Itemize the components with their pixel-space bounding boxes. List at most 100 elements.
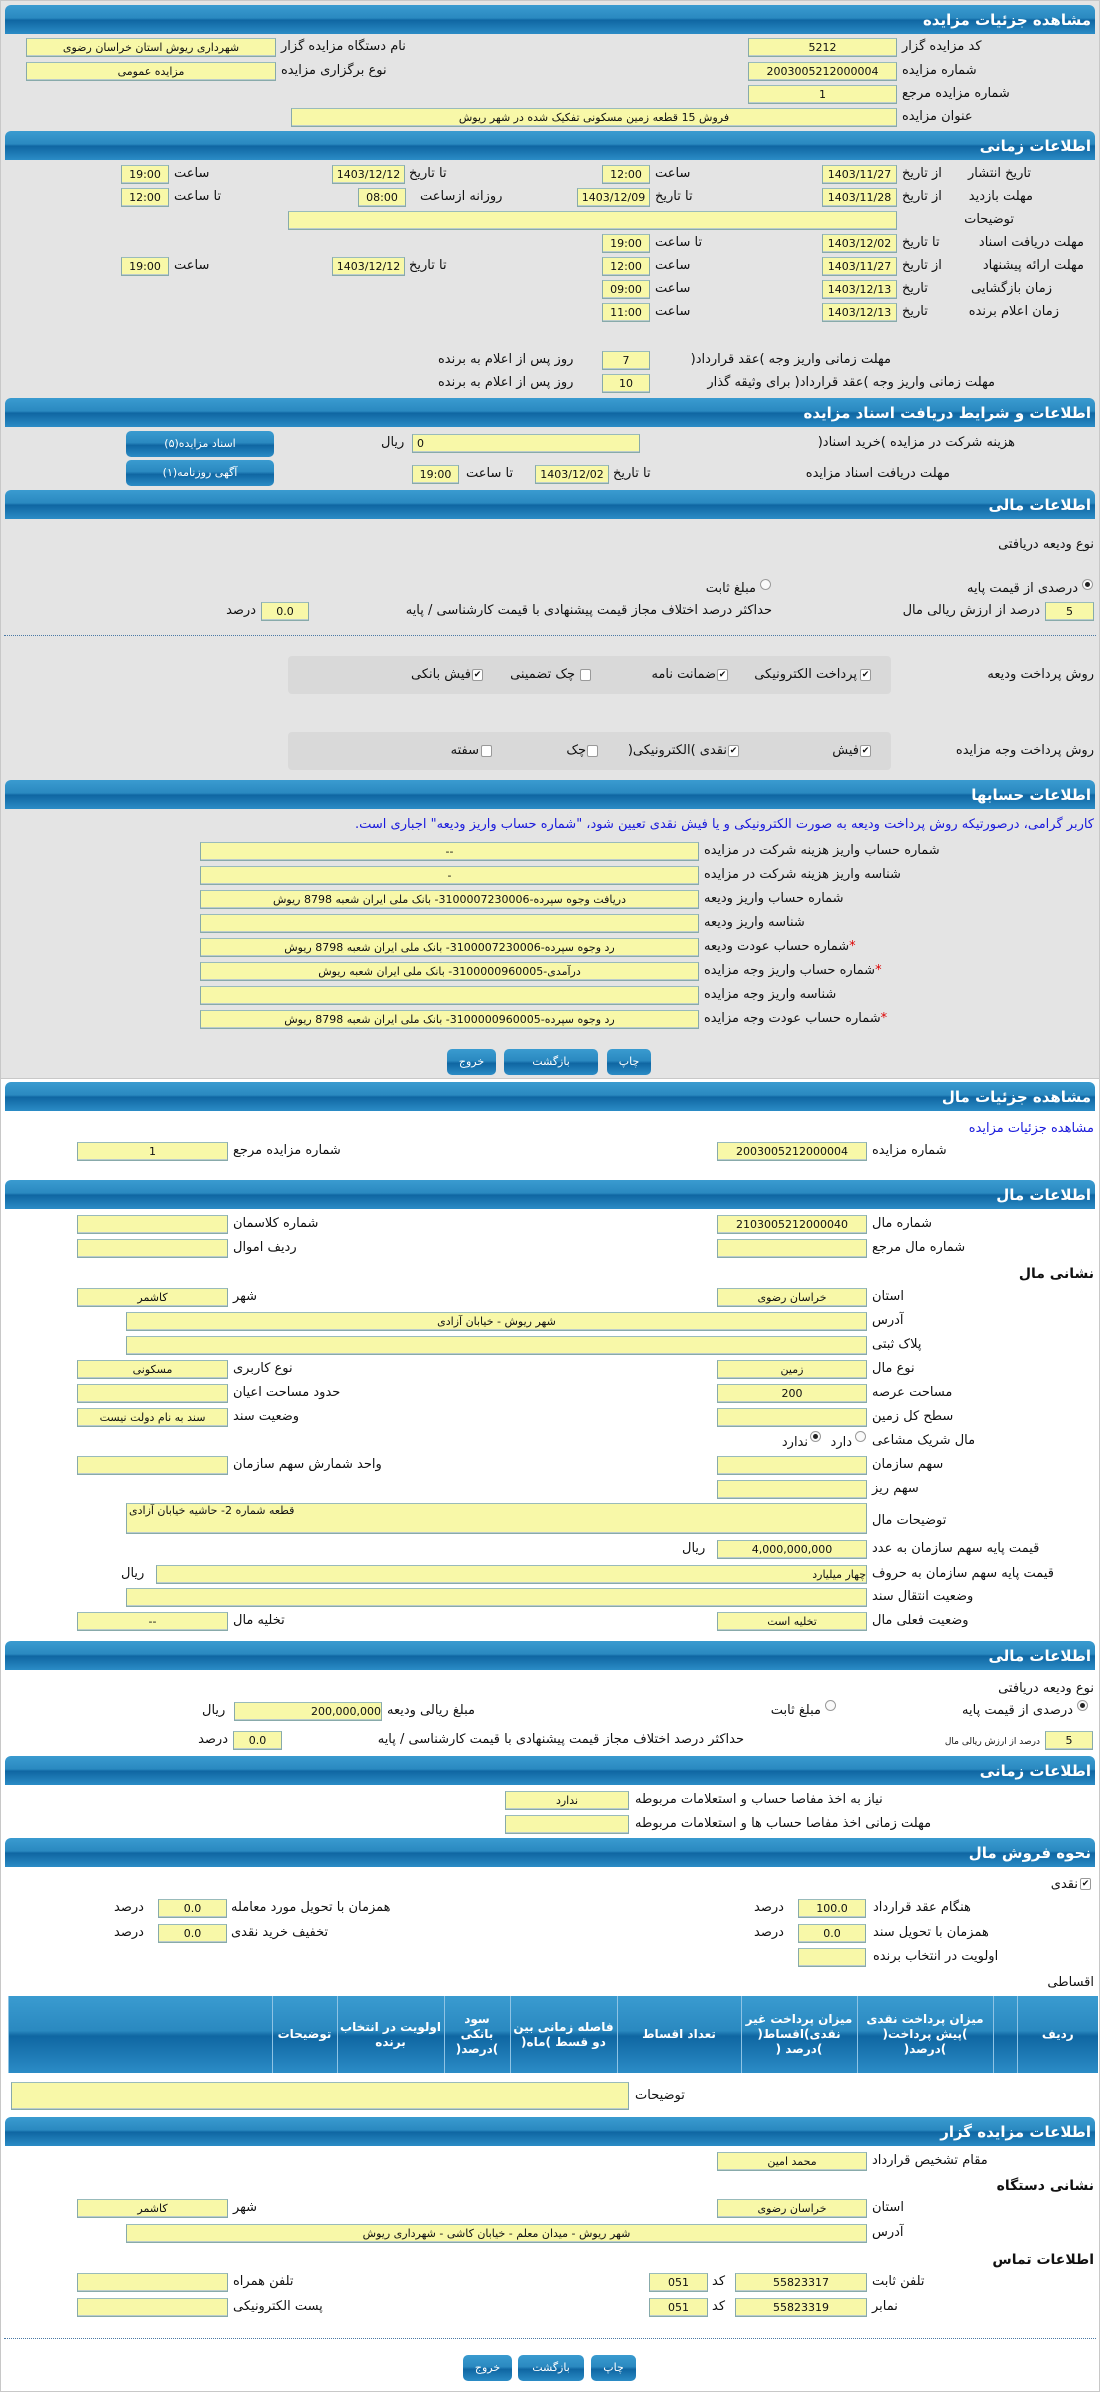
account-field[interactable]: -- [200,842,699,861]
city-field[interactable]: کاشمر [77,1288,228,1307]
total-area-field[interactable] [717,1408,867,1427]
auction-subject-field[interactable]: فروش 15 قطعه زمین مسکونی تفکیک شده در شه… [291,108,897,127]
pay-deadline-field[interactable]: 7 [602,351,650,370]
doc-deadline-date[interactable]: 1403/12/02 [535,465,609,484]
priority-field[interactable] [798,1948,866,1967]
phone-code-field[interactable]: 051 [649,2273,708,2292]
account-field[interactable]: رد وجوه سپرده-3100000960005- بانک ملی ای… [200,1010,699,1029]
newspaper-ad-button[interactable]: آگهی روزنامه(۱) [126,460,274,486]
item-number-field[interactable]: 2103005212000040 [717,1215,867,1234]
deposit-amount-field[interactable]: 200,000,000 [234,1702,382,1721]
area-field[interactable]: 200 [717,1384,867,1403]
print-button-bottom[interactable]: چاپ [591,2355,636,2381]
visit-to-date[interactable]: 1403/12/09 [577,188,650,207]
visit-to-time[interactable]: 12:00 [121,188,169,207]
cash-checkbox[interactable]: ✔ [1080,1878,1091,1890]
offer-to-date[interactable]: 1403/12/12 [332,257,405,276]
item-percent-field[interactable]: 5 [1045,1731,1093,1750]
publish-from-time[interactable]: 12:00 [602,165,650,184]
auction-number-field[interactable]: 2003005212000004 [748,62,897,81]
account-field[interactable] [200,986,699,1005]
item-auction-ref-field[interactable]: 1 [77,1142,228,1161]
email-field[interactable] [77,2298,228,2317]
docs-to-time[interactable]: 19:00 [602,234,650,253]
clearance-field[interactable]: ندارد [505,1791,629,1810]
share-unit-field[interactable] [77,1456,228,1475]
account-field[interactable]: - [200,866,699,885]
account-field[interactable]: درآمدی-3100000960005- بانک ملی ایران شعب… [200,962,699,981]
opening-time[interactable]: 09:00 [602,280,650,299]
max-diff-field[interactable]: 0.0 [261,602,309,621]
usage-field[interactable]: مسکونی [77,1360,228,1379]
percent-radio[interactable] [1082,579,1093,590]
item-fixed-radio[interactable] [825,1700,836,1711]
deposit-method-checkbox-guarantee[interactable]: ✔ [717,669,728,681]
authority-field[interactable]: محمد امین [717,2152,867,2171]
auction-type-field[interactable]: مزایده عمومی [26,62,276,81]
account-field[interactable]: دریافت وجوه سپرده-3100007230006- بانک مل… [200,890,699,909]
item-address-field[interactable]: شهر ریوش - خیابان آزادی [126,1312,867,1331]
auction-details-link[interactable]: مشاهده جزئیات مزایده [968,1121,1094,1136]
item-max-diff-field[interactable]: 0.0 [233,1731,282,1750]
cash-discount-field[interactable]: 0.0 [158,1924,227,1943]
item-status-field[interactable]: تخلیه است [717,1612,867,1631]
account-field[interactable] [200,914,699,933]
back-button[interactable]: بازگشت [504,1049,598,1075]
offer-to-time[interactable]: 19:00 [121,257,169,276]
classman-field[interactable] [77,1215,228,1234]
org-share-field[interactable] [717,1456,867,1475]
on-contract-field[interactable]: 100.0 [798,1899,866,1918]
exit-button-bottom[interactable]: خروج [463,2355,512,2381]
publish-to-date[interactable]: 1403/12/12 [332,165,405,184]
payment-method-checkbox-check[interactable] [587,745,598,757]
small-share-field[interactable] [717,1480,867,1499]
payment-method-checkbox-cash[interactable]: ✔ [728,745,739,757]
plaque-field[interactable] [126,1336,867,1355]
phone-field[interactable]: 55823317 [735,2273,867,2292]
opening-date[interactable]: 1403/12/13 [822,280,897,299]
deposit-method-checkbox-check[interactable] [580,669,591,681]
offer-from-date[interactable]: 1403/11/27 [822,257,897,276]
fixed-radio[interactable] [760,579,771,590]
auction-ref-field[interactable]: 1 [748,85,897,104]
organizer-name-field[interactable]: شهرداری ریوش استان خراسان رضوی [26,38,276,57]
clearance-deadline-field[interactable] [505,1815,629,1834]
base-price-field[interactable]: 4,000,000,000 [717,1540,867,1559]
on-delivery-field[interactable]: 0.0 [158,1899,227,1918]
item-auction-number-field[interactable]: 2003005212000004 [717,1142,867,1161]
shared-no-radio[interactable] [810,1431,821,1442]
sale-notes-field[interactable] [11,2082,629,2110]
deposit-method-checkbox-receipt[interactable]: ✔ [472,669,483,681]
visit-daily-from[interactable]: 08:00 [358,188,406,207]
auction-documents-button[interactable]: اسناد مزایده(۵) [126,431,274,457]
offer-from-time[interactable]: 12:00 [602,257,650,276]
assets-row-field[interactable] [77,1239,228,1258]
evacuation-field[interactable]: -- [77,1612,228,1631]
organizer-address-field[interactable]: شهر ریوش - میدان معلم - خیابان کاشی - شه… [126,2224,867,2243]
winner-time[interactable]: 11:00 [602,303,650,322]
item-percent-radio[interactable] [1077,1700,1088,1711]
transfer-field[interactable] [126,1588,867,1607]
item-description-field[interactable]: قطعه شماره 2- حاشیه خیابان آزادی [126,1503,867,1534]
docs-to-date[interactable]: 1403/12/02 [822,234,897,253]
deposit-method-checkbox-electronic[interactable]: ✔ [860,669,871,681]
province-field[interactable]: خراسان رضوی [717,1288,867,1307]
visit-from-date[interactable]: 1403/11/28 [822,188,897,207]
base-price-words-field[interactable]: چهار میلیارد [156,1565,867,1584]
fax-field[interactable]: 55823319 [735,2298,867,2317]
exit-button[interactable]: خروج [447,1049,496,1075]
organizer-province-field[interactable]: خراسان رضوی [717,2199,867,2218]
winner-date[interactable]: 1403/12/13 [822,303,897,322]
organizer-city-field[interactable]: کاشمر [77,2199,228,2218]
item-ref-field[interactable] [717,1239,867,1258]
payment-method-checkbox-receipt[interactable]: ✔ [860,745,871,757]
payment-method-checkbox-note[interactable] [481,745,492,757]
fax-code-field[interactable]: 051 [649,2298,708,2317]
on-deed-field[interactable]: 0.0 [798,1924,866,1943]
account-field[interactable]: رد وجوه سپرده-3100007230006- بانک ملی ای… [200,938,699,957]
organizer-code-field[interactable]: 5212 [748,38,897,57]
mobile-field[interactable] [77,2273,228,2292]
item-kind-field[interactable]: زمین [717,1360,867,1379]
back-button-bottom[interactable]: بازگشت [518,2355,584,2381]
pay-deadline-bail-field[interactable]: 10 [602,374,650,393]
